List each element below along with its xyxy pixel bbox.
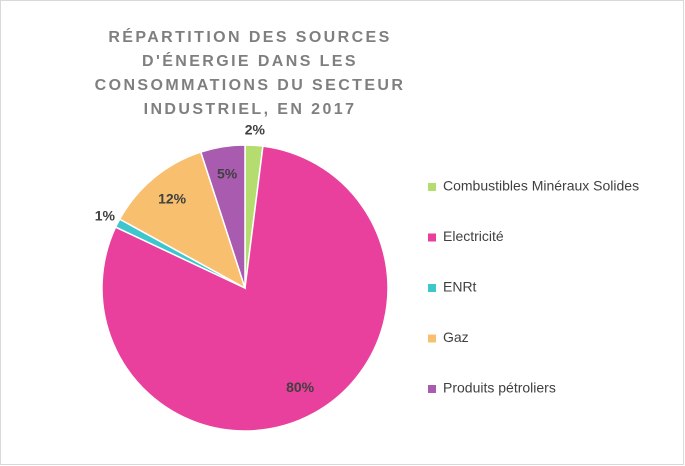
data-label: 2% [245, 122, 266, 138]
legend-swatch [428, 284, 436, 292]
data-label: 80% [286, 379, 315, 395]
legend-label: Combustibles Minéraux Solides [443, 178, 639, 194]
legend-label: Gaz [443, 329, 469, 345]
pie-slice [199, 144, 246, 289]
legend-label: ENRt [443, 279, 477, 295]
legend-swatch [428, 233, 436, 242]
legend-label: Produits pétroliers [443, 380, 556, 396]
pie-slice [118, 151, 247, 290]
data-label: 1% [95, 207, 116, 223]
data-label: 12% [158, 191, 187, 207]
chart-title: RÉPARTITION DES SOURCES D'ÉNERGIE DANS L… [94, 29, 406, 118]
legend-swatch [428, 385, 436, 393]
legend-swatch [428, 334, 436, 343]
legend-label: Electricité [443, 228, 504, 244]
data-label: 5% [217, 166, 238, 182]
legend-swatch [428, 183, 436, 191]
